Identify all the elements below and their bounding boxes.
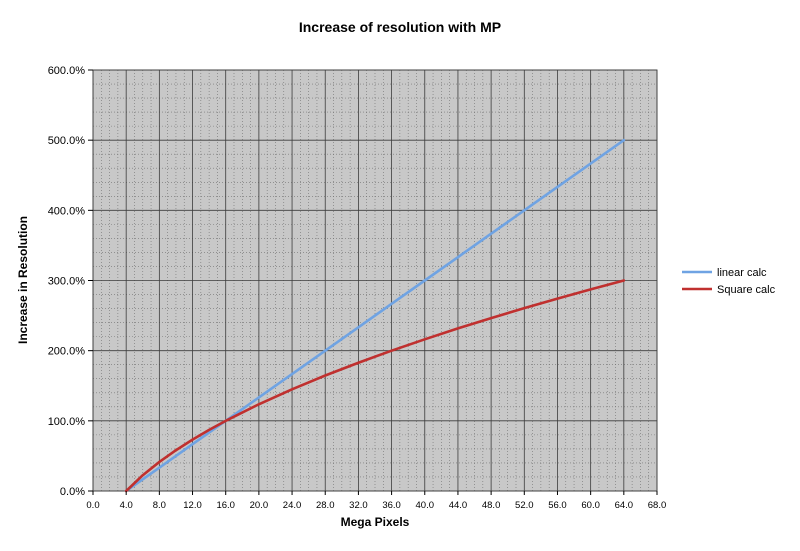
x-tick-label: 24.0 [283, 500, 302, 511]
x-tick-label: 0.0 [86, 500, 99, 511]
legend-label: Square calc [717, 284, 776, 296]
x-tick-label: 68.0 [648, 500, 667, 511]
y-tick-label: 500.0% [48, 135, 86, 147]
x-tick-label: 32.0 [349, 500, 368, 511]
x-axis-title: Mega Pixels [341, 515, 410, 529]
y-tick-label: 300.0% [48, 276, 86, 288]
x-tick-label: 52.0 [515, 500, 534, 511]
y-tick-label: 400.0% [48, 205, 86, 217]
x-tick-label: 44.0 [449, 500, 468, 511]
x-tick-label: 20.0 [250, 500, 269, 511]
x-tick-label: 8.0 [153, 500, 166, 511]
x-tick-label: 40.0 [416, 500, 435, 511]
x-tick-label: 64.0 [615, 500, 634, 511]
legend-label: linear calc [717, 267, 767, 279]
y-axis-ticks: 0.0% 100.0% 200.0% 300.0% 400.0% 500.0% 600.0% [48, 65, 93, 498]
x-tick-label: 28.0 [316, 500, 335, 511]
x-tick-label: 4.0 [120, 500, 133, 511]
y-tick-label: 100.0% [48, 416, 86, 428]
x-tick-label: 60.0 [581, 500, 600, 511]
x-tick-label: 48.0 [482, 500, 501, 511]
chart-title: Increase of resolution with MP [299, 19, 501, 35]
y-tick-label: 600.0% [48, 65, 86, 77]
y-tick-label: 200.0% [48, 346, 86, 358]
x-tick-label: 16.0 [216, 500, 235, 511]
series-line-linear-calc [124, 138, 626, 493]
y-axis-title: Increase in Resolution [16, 216, 30, 344]
series-line-square-calc [124, 279, 626, 493]
series-layer [124, 138, 626, 493]
x-tick-label: 56.0 [548, 500, 567, 511]
legend: linear calc Square calc [682, 267, 776, 296]
x-tick-label: 12.0 [183, 500, 202, 511]
x-axis-ticks: 0.0 4.0 8.0 12.0 16.0 20.0 24.0 28.0 32.0 36.0 40.… [86, 491, 666, 511]
x-tick-label: 36.0 [382, 500, 401, 511]
y-tick-label: 0.0% [60, 486, 85, 498]
